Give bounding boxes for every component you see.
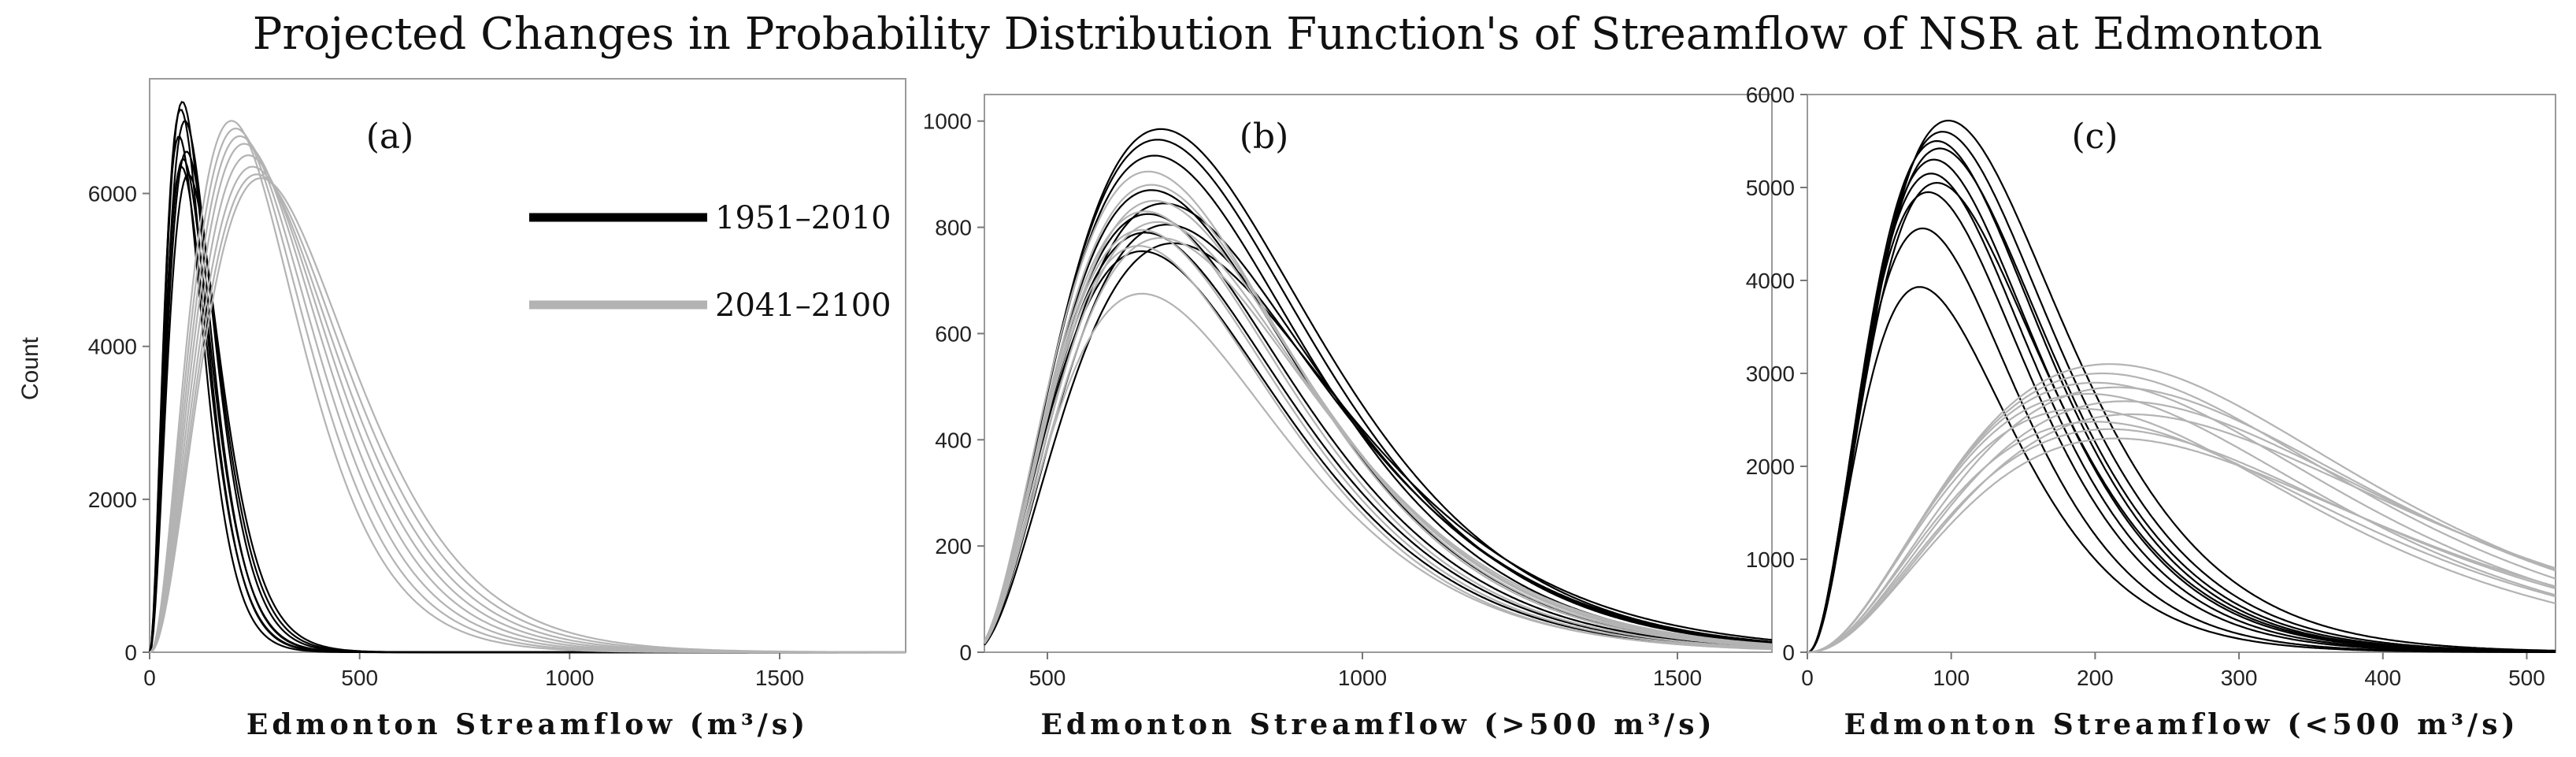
series-line xyxy=(148,173,906,654)
x-axis-title: Edmonton Streamflow (>500 m³/s) xyxy=(1040,708,1715,741)
legend: 1951–2010 2041–2100 xyxy=(529,200,891,324)
x-tick-label: 0 xyxy=(1801,666,1814,690)
series-2041-2100 xyxy=(149,120,906,654)
series-line xyxy=(984,170,1773,648)
series-line xyxy=(1807,407,2556,654)
series-line xyxy=(984,202,1773,644)
series-line xyxy=(984,237,1773,645)
panel-label: (a) xyxy=(366,117,414,157)
y-tick-label: 0 xyxy=(1782,640,1795,665)
panel-label: (c) xyxy=(2072,117,2118,157)
x-tick-label: 1000 xyxy=(1338,666,1387,690)
x-axis-title: Edmonton Streamflow (<500 m³/s) xyxy=(1844,708,2519,741)
y-tick-label: 1000 xyxy=(923,109,972,134)
y-tick-label: 2000 xyxy=(1746,455,1795,479)
legend-label-1951-2010: 1951–2010 xyxy=(715,200,891,236)
series-line xyxy=(1807,131,2556,654)
x-tick-label: 300 xyxy=(2221,666,2258,690)
panel-label: (b) xyxy=(1240,117,1289,157)
x-axis-title: Edmonton Streamflow (m³/s) xyxy=(246,708,809,741)
y-tick-label: 0 xyxy=(959,640,972,665)
y-tick-label: 0 xyxy=(124,640,137,665)
y-tick-label: 6000 xyxy=(1746,83,1795,107)
series-1951-2010 xyxy=(1807,120,2556,654)
x-tick-label: 1500 xyxy=(755,666,804,690)
series-line xyxy=(984,224,1773,645)
y-tick-label: 3000 xyxy=(1746,362,1795,386)
x-tick-label: 100 xyxy=(1933,666,1970,690)
series-1951-2010 xyxy=(984,128,1773,650)
series-2041-2100 xyxy=(984,170,1773,651)
x-tick-label: 500 xyxy=(2508,666,2545,690)
series-line xyxy=(1807,286,2556,654)
y-tick-label: 600 xyxy=(935,321,972,346)
figure-title: Projected Changes in Probability Distrib… xyxy=(253,9,2323,60)
series-line xyxy=(149,177,906,654)
y-tick-label: 1000 xyxy=(1746,547,1795,572)
series-line xyxy=(148,109,906,654)
series-line xyxy=(984,242,1773,646)
series-line xyxy=(1807,191,2556,654)
series-line xyxy=(984,213,1773,648)
series-line xyxy=(1807,158,2556,654)
series-line xyxy=(984,184,1773,648)
plot-frame xyxy=(984,94,1773,653)
y-axis-title: Count xyxy=(17,336,43,400)
y-tick-label: 800 xyxy=(935,216,972,240)
series-line xyxy=(1807,363,2556,654)
x-tick-label: 1000 xyxy=(545,666,594,690)
series-line xyxy=(984,228,1773,650)
series-line xyxy=(1807,381,2556,654)
series-line xyxy=(984,292,1773,651)
y-tick-label: 5000 xyxy=(1746,176,1795,200)
x-tick-label: 200 xyxy=(2077,666,2114,690)
y-tick-label: 4000 xyxy=(88,335,137,359)
series-line xyxy=(984,139,1773,644)
panel-a: 0 500 1000 1500 0 2000 4000 6000 (a) Edmonton Str… xyxy=(17,78,906,741)
series-line xyxy=(1807,147,2556,654)
series-line xyxy=(1807,413,2556,654)
series-line xyxy=(1807,181,2556,654)
series-line xyxy=(1807,372,2556,654)
y-tick-label: 4000 xyxy=(1746,269,1795,293)
y-tick-label: 6000 xyxy=(88,182,137,206)
x-tick-label: 400 xyxy=(2364,666,2401,690)
series-line xyxy=(1807,392,2556,654)
x-tick-label: 1500 xyxy=(1653,666,1702,690)
panel-b: 500 1000 1500 0 200 400 600 800 1000 (b) Edmonton … xyxy=(923,94,1773,741)
series-line xyxy=(984,210,1773,649)
series-line xyxy=(1807,120,2556,654)
series-2041-2100 xyxy=(1807,363,2556,654)
x-tick-label: 0 xyxy=(143,666,156,690)
x-tick-label: 500 xyxy=(341,666,378,690)
x-tick-label: 500 xyxy=(1029,666,1066,690)
y-tick-label: 400 xyxy=(935,428,972,452)
series-line xyxy=(984,199,1773,647)
series-line xyxy=(1807,428,2556,654)
panel-c: 0 100 200 300 400 500010002000300040005000600… xyxy=(1746,83,2556,741)
series-line xyxy=(1807,437,2556,654)
legend-label-2041-2100: 2041–2100 xyxy=(715,288,891,324)
y-tick-label: 2000 xyxy=(88,488,137,512)
y-tick-label: 200 xyxy=(935,534,972,558)
